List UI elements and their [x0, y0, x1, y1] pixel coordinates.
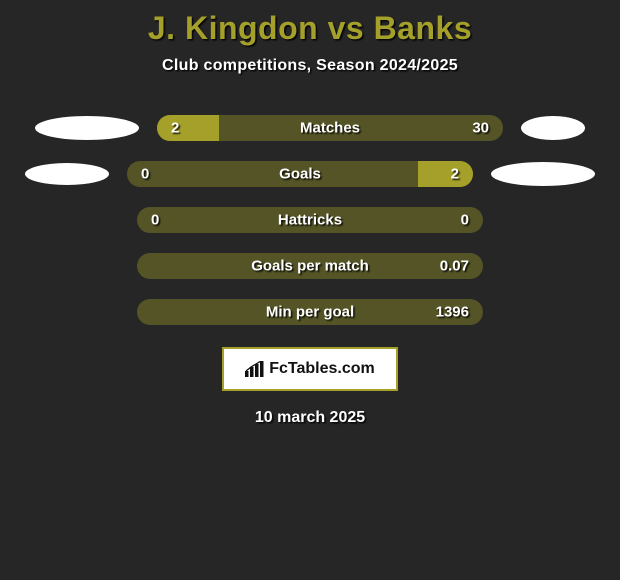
- bar-label: Goals per match: [137, 258, 483, 275]
- comparison-row: 02Goals: [0, 151, 620, 197]
- left-ellipse: [35, 116, 139, 140]
- comparison-rows: 230Matches 02Goals 00Hattricks 0.07Goals pe…: [0, 105, 620, 335]
- bar-label: Hattricks: [137, 212, 483, 229]
- comparison-row: 230Matches: [0, 105, 620, 151]
- comparison-bar: 0.07Goals per match: [137, 253, 483, 279]
- subtitle: Club competitions, Season 2024/2025: [0, 57, 620, 75]
- comparison-row: 00Hattricks: [0, 197, 620, 243]
- page-title: J. Kingdon vs Banks: [0, 0, 620, 47]
- fctables-logo: FcTables.com: [222, 347, 398, 391]
- bar-label: Goals: [127, 166, 473, 183]
- bar-label: Matches: [157, 120, 503, 137]
- comparison-bar: 02Goals: [127, 161, 473, 187]
- bar-chart-icon: [245, 361, 265, 377]
- date-line: 10 march 2025: [0, 409, 620, 427]
- comparison-bar: 00Hattricks: [137, 207, 483, 233]
- right-ellipse: [521, 116, 585, 140]
- comparison-row: 0.07Goals per match: [0, 243, 620, 289]
- comparison-bar: 1396Min per goal: [137, 299, 483, 325]
- right-ellipse: [491, 162, 595, 186]
- left-ellipse: [25, 163, 109, 185]
- logo-text: FcTables.com: [269, 360, 375, 378]
- bar-label: Min per goal: [137, 304, 483, 321]
- comparison-bar: 230Matches: [157, 115, 503, 141]
- comparison-row: 1396Min per goal: [0, 289, 620, 335]
